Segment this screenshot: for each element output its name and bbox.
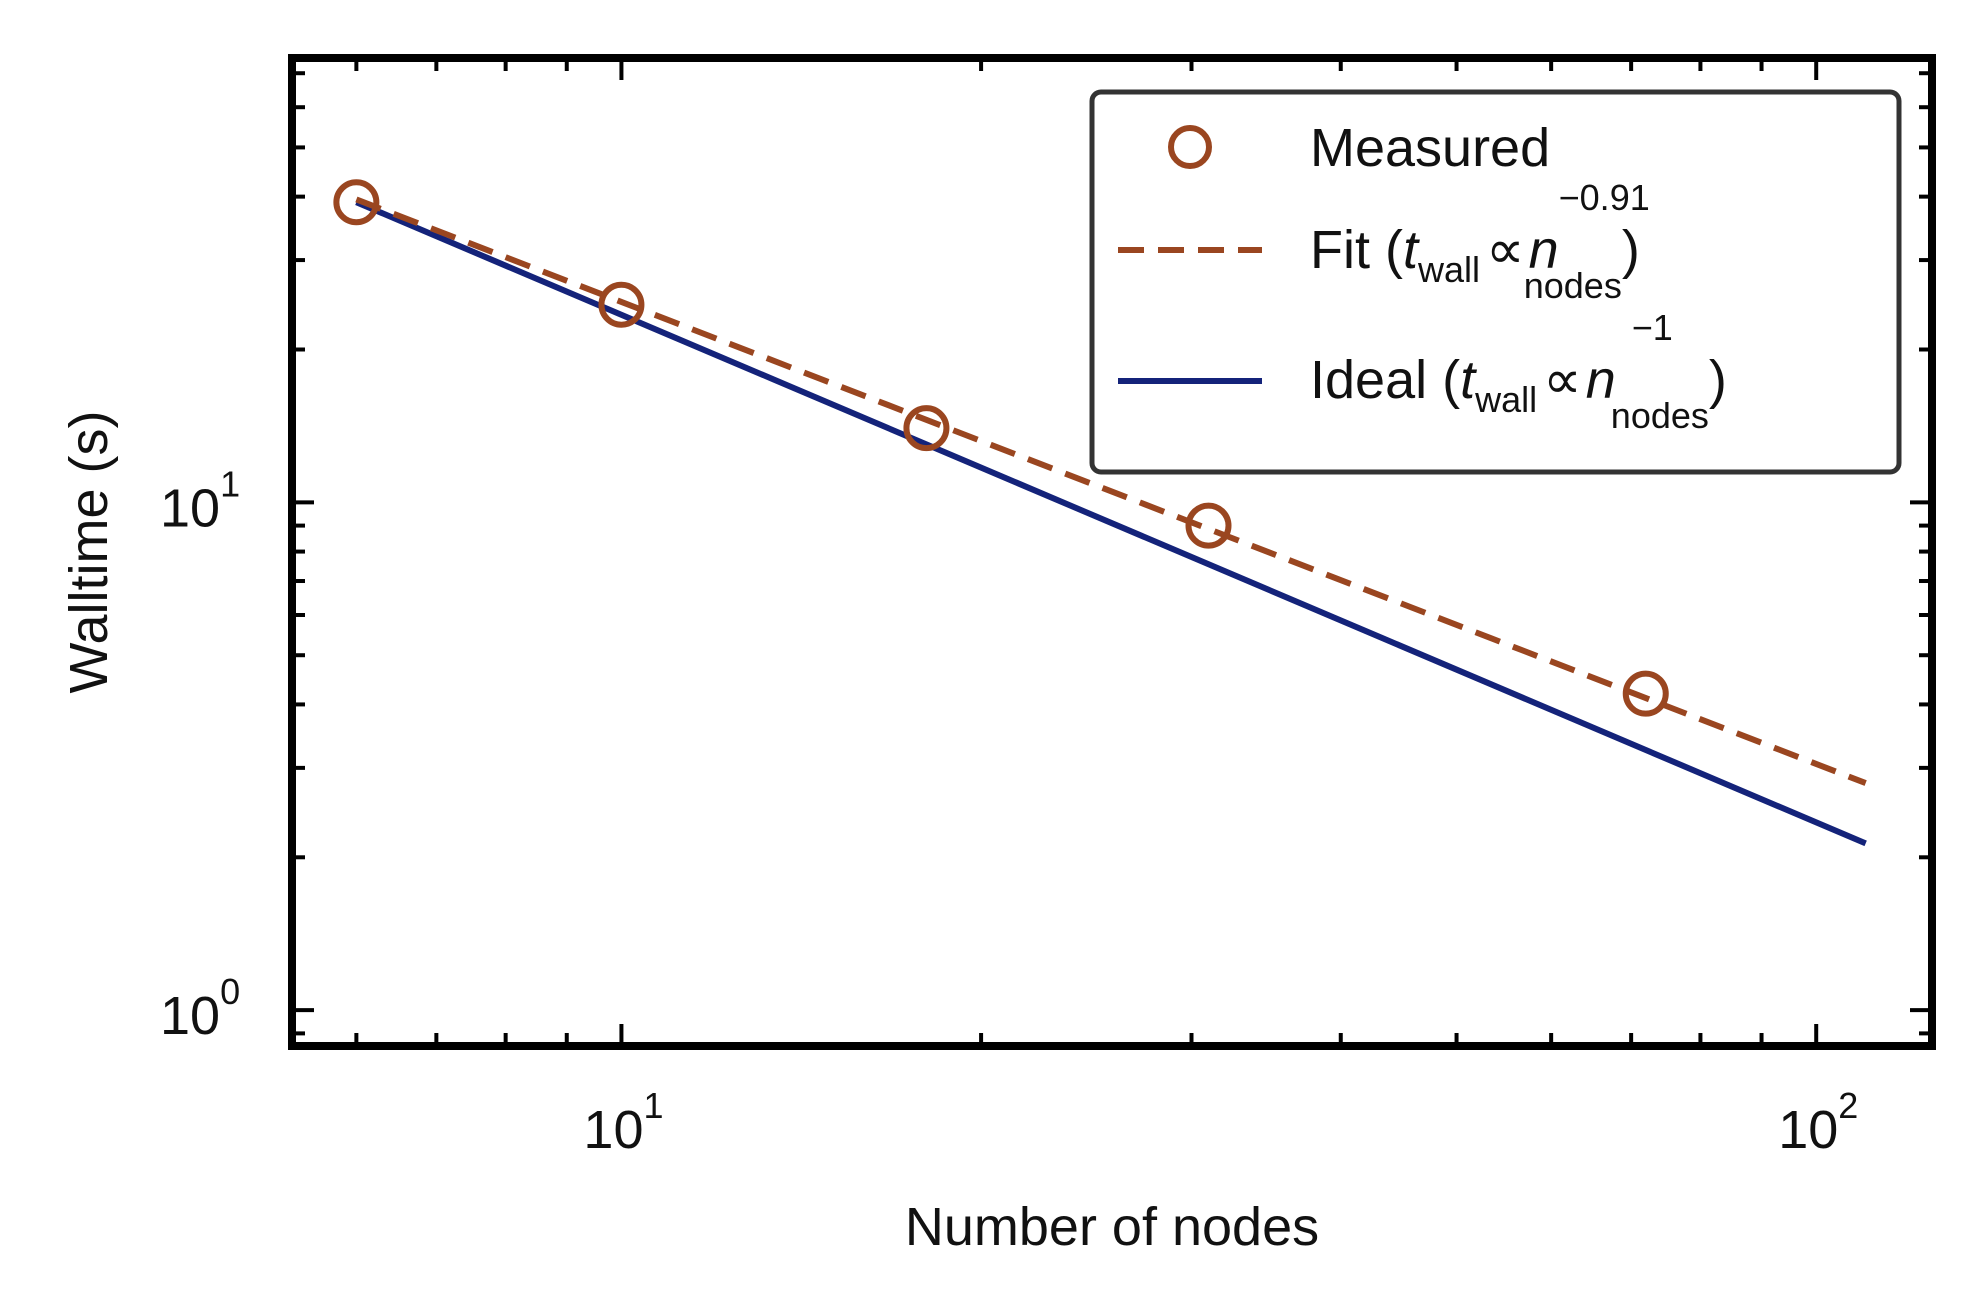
data-point-measured bbox=[903, 405, 950, 452]
series-layer bbox=[333, 179, 1867, 847]
data-point-measured bbox=[1622, 670, 1669, 717]
y-tick-labels: 100 101 bbox=[160, 463, 240, 1046]
x-tick-label: 101 bbox=[583, 1085, 663, 1160]
plot-frame bbox=[288, 54, 1936, 1050]
y-tick-label: 101 bbox=[160, 463, 240, 538]
data-point-measured bbox=[1185, 502, 1232, 549]
data-point-measured bbox=[333, 179, 380, 226]
legend-label-fit: Fit (twall ∝n−0.91 nodes) bbox=[1310, 177, 1650, 306]
series-line-fit bbox=[355, 196, 1867, 786]
legend-label-ideal: Ideal (twall ∝n−1 nodes) bbox=[1310, 307, 1727, 436]
legend-marker-measured bbox=[1168, 125, 1212, 169]
data-point-measured bbox=[598, 281, 645, 328]
legend-label-measured: Measured bbox=[1310, 118, 1550, 178]
y-axis-label: Walltime (s) bbox=[59, 411, 119, 694]
x-tick-labels: 101 102 bbox=[583, 1085, 1858, 1160]
series-line-ideal bbox=[355, 199, 1867, 847]
legend-box bbox=[1089, 89, 1902, 475]
x-axis-label: Number of nodes bbox=[905, 1197, 1319, 1257]
legend: Measured Fit (twall ∝n−0.91 nodes) Ideal (… bbox=[1089, 89, 1902, 475]
x-tick-label: 102 bbox=[1778, 1085, 1858, 1160]
y-tick-label: 100 bbox=[160, 971, 240, 1046]
